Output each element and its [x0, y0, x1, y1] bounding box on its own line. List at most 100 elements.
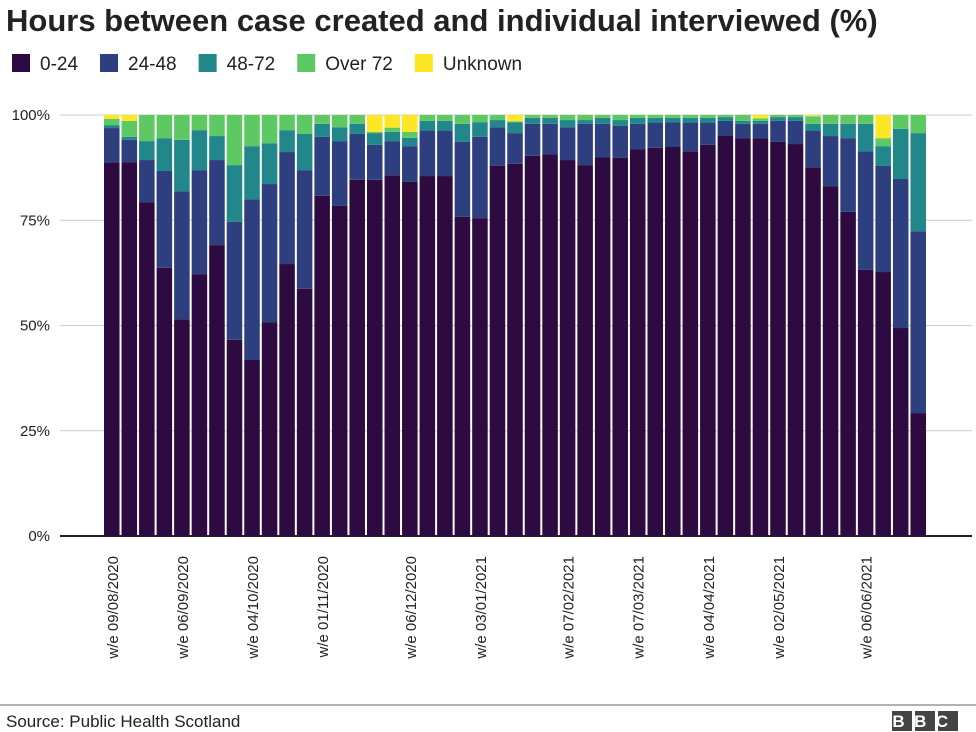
bar-segment [629, 117, 646, 124]
y-tick-label: 100% [12, 107, 50, 124]
bar-segment [384, 141, 401, 176]
bar-segment [594, 157, 611, 536]
bar-segment [805, 130, 821, 168]
bar-segment [559, 115, 576, 121]
bar-segment [419, 130, 436, 177]
bar-segment [349, 123, 365, 134]
bar-segment [524, 123, 541, 156]
bar-segment [226, 339, 243, 536]
legend-label: Over 72 [325, 54, 393, 75]
bar-segment [507, 133, 523, 164]
bar-segment [296, 170, 313, 289]
bar-segment [454, 123, 471, 142]
bar-segment [875, 138, 891, 147]
logo-text: BBC [892, 712, 957, 731]
bar-segment [139, 202, 155, 536]
bar-segment [577, 120, 593, 124]
bar-segment [700, 115, 716, 118]
bar-segment [612, 157, 628, 536]
bar-segment [437, 120, 453, 131]
bar-segment [191, 274, 208, 536]
bar-segment [402, 181, 418, 536]
bar-segment [875, 146, 891, 166]
bar-segment [542, 117, 558, 124]
y-tick-label: 75% [20, 212, 50, 229]
bar-segment [577, 123, 593, 166]
bar-segment [735, 120, 751, 124]
bar-segment [594, 123, 611, 158]
bar-segment [647, 147, 664, 536]
bar-segment [682, 117, 699, 123]
bar-segment [840, 211, 856, 536]
bar-segment [770, 117, 786, 121]
bar-segment [892, 328, 909, 536]
bar-segment [577, 115, 593, 121]
bar-segment [489, 127, 506, 166]
bar-segment [559, 160, 576, 536]
bar-segment [244, 360, 260, 536]
bar-segment [384, 127, 401, 132]
bar-segment [489, 120, 506, 128]
bar-segment [174, 319, 190, 536]
bar-segment [472, 218, 488, 536]
bar-segment [647, 122, 664, 148]
x-tick-label: w/e 04/10/2020 [245, 556, 262, 660]
x-tick-label: w/e 02/05/2021 [771, 556, 788, 660]
bar-segment [892, 178, 909, 329]
legend-label: 48-72 [227, 54, 276, 75]
bar-segment [104, 162, 120, 536]
bar-segment [805, 167, 821, 537]
bar-segment [349, 179, 365, 537]
logo-box [915, 711, 935, 731]
bar-segment [682, 115, 699, 118]
bar-segment [559, 127, 576, 161]
logo-box [892, 711, 912, 731]
bar-segment [910, 115, 926, 134]
bar-segment [752, 118, 769, 121]
bar-segment [647, 115, 664, 118]
bar-segment [296, 115, 313, 134]
bar-segment [805, 123, 821, 131]
bar-segment [121, 139, 138, 163]
x-tick-label: w/e 06/12/2020 [403, 556, 420, 660]
bar-segment [629, 149, 646, 536]
bar-segment [507, 115, 523, 122]
bar-segment [577, 165, 593, 536]
bar-segment [384, 175, 401, 536]
bar-segment [261, 184, 278, 323]
legend-label: Unknown [443, 54, 522, 75]
bar-segment [209, 160, 225, 246]
bar-segment [700, 144, 716, 537]
bar-segment [437, 130, 453, 177]
bar-segment [770, 115, 786, 118]
bar-segment [594, 115, 611, 118]
legend-label: 0-24 [40, 54, 78, 75]
bar-segment [139, 115, 155, 142]
bar-segment [402, 115, 418, 132]
y-tick-label: 50% [20, 318, 50, 335]
bar-segment [209, 115, 225, 137]
bar-segment [209, 245, 225, 537]
bar-segment [629, 123, 646, 150]
legend-swatch [100, 54, 119, 72]
bar-segment [682, 151, 699, 536]
x-tick-label: w/e 09/08/2020 [105, 556, 122, 660]
x-tick-label: w/e 07/02/2021 [561, 556, 578, 660]
bar-segment [559, 120, 576, 128]
bar-segment [770, 141, 786, 536]
bar-segment [296, 133, 313, 171]
bar-segment [104, 118, 120, 126]
bar-segment [857, 269, 874, 536]
bar-segment [735, 123, 751, 139]
logo: BBC [892, 711, 958, 731]
bar-segment [717, 115, 734, 118]
bar-segment [910, 413, 926, 536]
bar-segment [910, 133, 926, 232]
bar-segment [489, 165, 506, 537]
bar-segment [542, 123, 558, 155]
bar-segment [805, 116, 821, 124]
legend-swatch [12, 54, 30, 72]
bar-segment [121, 115, 138, 121]
bar-segment [875, 165, 891, 273]
